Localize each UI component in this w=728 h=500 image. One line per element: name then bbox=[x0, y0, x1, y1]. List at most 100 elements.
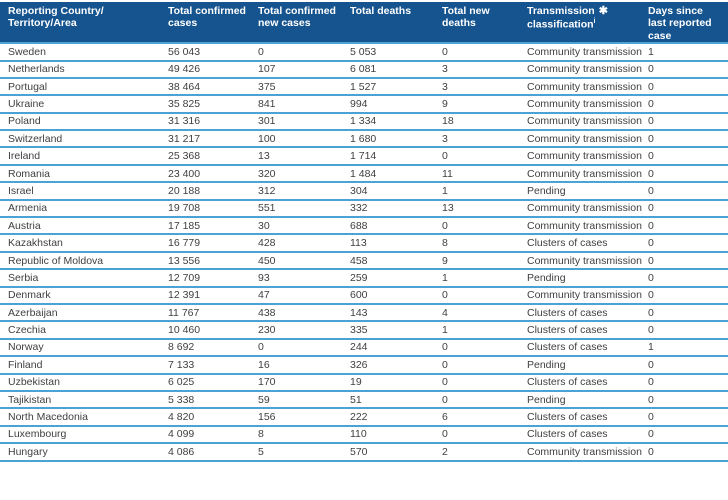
total-deaths-cell: 688 bbox=[350, 217, 442, 236]
total-deaths-cell: 1 714 bbox=[350, 147, 442, 166]
column-header-transmission-classification: Transmission ✱ classificationi bbox=[527, 2, 648, 45]
transmission-header-line2: classification bbox=[527, 18, 594, 31]
total-deaths-cell: 222 bbox=[350, 408, 442, 427]
days-since-last-reported-case-cell: 0 bbox=[648, 95, 728, 114]
days-since-last-reported-case-cell: 0 bbox=[648, 390, 728, 410]
total-deaths-cell: 600 bbox=[350, 286, 442, 306]
country-cell: Republic of Moldova bbox=[0, 251, 168, 271]
total-confirmed-new-cases-cell: 301 bbox=[258, 112, 350, 132]
total-new-deaths-cell: 0 bbox=[442, 373, 527, 392]
total-confirmed-cases-cell: 4 086 bbox=[168, 443, 258, 462]
table-row: Portugal 38 464 375 1 527 3 Community tr… bbox=[0, 77, 728, 97]
total-confirmed-cases-cell: 12 709 bbox=[168, 269, 258, 288]
total-new-deaths-cell: 9 bbox=[442, 95, 527, 114]
days-since-last-reported-case-cell: 0 bbox=[648, 112, 728, 132]
total-confirmed-cases-cell: 19 708 bbox=[168, 199, 258, 219]
country-cell: Kazakhstan bbox=[0, 234, 168, 253]
total-confirmed-cases-cell: 25 368 bbox=[168, 147, 258, 166]
country-cell: Poland bbox=[0, 112, 168, 132]
total-confirmed-cases-cell: 56 043 bbox=[168, 43, 258, 62]
total-new-deaths-cell: 3 bbox=[442, 60, 527, 79]
transmission-classification-cell: Community transmission bbox=[527, 95, 648, 114]
total-deaths-cell: 458 bbox=[350, 251, 442, 271]
table-row: Republic of Moldova 13 556 450 458 9 Com… bbox=[0, 251, 728, 271]
table-row: Azerbaijan 11 767 438 143 4 Clusters of … bbox=[0, 303, 728, 323]
table-row: Hungary 4 086 5 570 2 Community transmis… bbox=[0, 443, 728, 462]
table-header: Reporting Country/ Territory/Area Total … bbox=[0, 2, 728, 45]
total-confirmed-cases-cell: 31 217 bbox=[168, 130, 258, 149]
transmission-classification-cell: Community transmission bbox=[527, 217, 648, 236]
total-new-deaths-cell: 6 bbox=[442, 408, 527, 427]
table-row: Tajikistan 5 338 59 51 0 Pending 0 bbox=[0, 390, 728, 410]
total-confirmed-new-cases-cell: 107 bbox=[258, 60, 350, 79]
country-cell: Czechia bbox=[0, 321, 168, 340]
table-row: Kazakhstan 16 779 428 113 8 Clusters of … bbox=[0, 234, 728, 253]
total-confirmed-new-cases-cell: 170 bbox=[258, 373, 350, 392]
days-since-last-reported-case-cell: 0 bbox=[648, 303, 728, 323]
total-new-deaths-cell: 0 bbox=[442, 390, 527, 410]
total-confirmed-new-cases-cell: 375 bbox=[258, 77, 350, 97]
table-row: Finland 7 133 16 326 0 Pending 0 bbox=[0, 356, 728, 375]
total-deaths-cell: 6 081 bbox=[350, 60, 442, 79]
country-cell: Netherlands bbox=[0, 60, 168, 79]
total-deaths-cell: 1 527 bbox=[350, 77, 442, 97]
total-deaths-cell: 570 bbox=[350, 443, 442, 462]
total-confirmed-new-cases-cell: 0 bbox=[258, 43, 350, 62]
table-row: Sweden 56 043 0 5 053 0 Community transm… bbox=[0, 43, 728, 62]
total-confirmed-cases-cell: 7 133 bbox=[168, 356, 258, 375]
total-deaths-cell: 1 680 bbox=[350, 130, 442, 149]
country-cell: Serbia bbox=[0, 269, 168, 288]
table-row: Uzbekistan 6 025 170 19 0 Clusters of ca… bbox=[0, 373, 728, 392]
country-cell: North Macedonia bbox=[0, 408, 168, 427]
transmission-classification-cell: Pending bbox=[527, 356, 648, 375]
total-confirmed-cases-cell: 12 391 bbox=[168, 286, 258, 306]
table-body: Sweden 56 043 0 5 053 0 Community transm… bbox=[0, 43, 728, 462]
transmission-classification-cell: Community transmission bbox=[527, 77, 648, 97]
total-confirmed-new-cases-cell: 93 bbox=[258, 269, 350, 288]
days-since-last-reported-case-cell: 0 bbox=[648, 425, 728, 445]
total-confirmed-cases-cell: 17 185 bbox=[168, 217, 258, 236]
total-new-deaths-cell: 13 bbox=[442, 199, 527, 219]
total-new-deaths-cell: 2 bbox=[442, 443, 527, 462]
total-confirmed-new-cases-cell: 13 bbox=[258, 147, 350, 166]
total-deaths-cell: 335 bbox=[350, 321, 442, 340]
country-cell: Israel bbox=[0, 182, 168, 201]
days-since-last-reported-case-cell: 0 bbox=[648, 130, 728, 149]
total-new-deaths-cell: 0 bbox=[442, 286, 527, 306]
days-since-last-reported-case-cell: 0 bbox=[648, 199, 728, 219]
days-since-last-reported-case-cell: 0 bbox=[648, 356, 728, 375]
table-row: Switzerland 31 217 100 1 680 3 Community… bbox=[0, 130, 728, 149]
total-new-deaths-cell: 11 bbox=[442, 164, 527, 184]
total-deaths-cell: 244 bbox=[350, 338, 442, 358]
total-confirmed-new-cases-cell: 551 bbox=[258, 199, 350, 219]
total-deaths-cell: 110 bbox=[350, 425, 442, 445]
total-confirmed-new-cases-cell: 30 bbox=[258, 217, 350, 236]
table-row: Armenia 19 708 551 332 13 Community tran… bbox=[0, 199, 728, 219]
table-row: Serbia 12 709 93 259 1 Pending 0 bbox=[0, 269, 728, 288]
column-header-days-since-last-reported-case: Days since last reported case bbox=[648, 2, 728, 45]
total-new-deaths-cell: 0 bbox=[442, 217, 527, 236]
total-deaths-cell: 1 334 bbox=[350, 112, 442, 132]
total-confirmed-cases-cell: 16 779 bbox=[168, 234, 258, 253]
days-since-last-reported-case-cell: 0 bbox=[648, 234, 728, 253]
transmission-header-line1: Transmission bbox=[527, 5, 595, 17]
total-deaths-cell: 332 bbox=[350, 199, 442, 219]
country-cell: Denmark bbox=[0, 286, 168, 306]
days-since-last-reported-case-cell: 0 bbox=[648, 373, 728, 392]
total-confirmed-new-cases-cell: 320 bbox=[258, 164, 350, 184]
total-confirmed-new-cases-cell: 312 bbox=[258, 182, 350, 201]
total-deaths-cell: 326 bbox=[350, 356, 442, 375]
total-new-deaths-cell: 1 bbox=[442, 269, 527, 288]
country-cell: Ireland bbox=[0, 147, 168, 166]
total-new-deaths-cell: 0 bbox=[442, 338, 527, 358]
transmission-classification-cell: Community transmission bbox=[527, 60, 648, 79]
total-confirmed-cases-cell: 13 556 bbox=[168, 251, 258, 271]
transmission-classification-cell: Clusters of cases bbox=[527, 373, 648, 392]
total-confirmed-new-cases-cell: 230 bbox=[258, 321, 350, 340]
transmission-classification-cell: Community transmission bbox=[527, 199, 648, 219]
situation-report-table: Reporting Country/ Territory/Area Total … bbox=[0, 2, 728, 462]
total-confirmed-new-cases-cell: 5 bbox=[258, 443, 350, 462]
total-deaths-cell: 113 bbox=[350, 234, 442, 253]
days-since-last-reported-case-cell: 0 bbox=[648, 147, 728, 166]
